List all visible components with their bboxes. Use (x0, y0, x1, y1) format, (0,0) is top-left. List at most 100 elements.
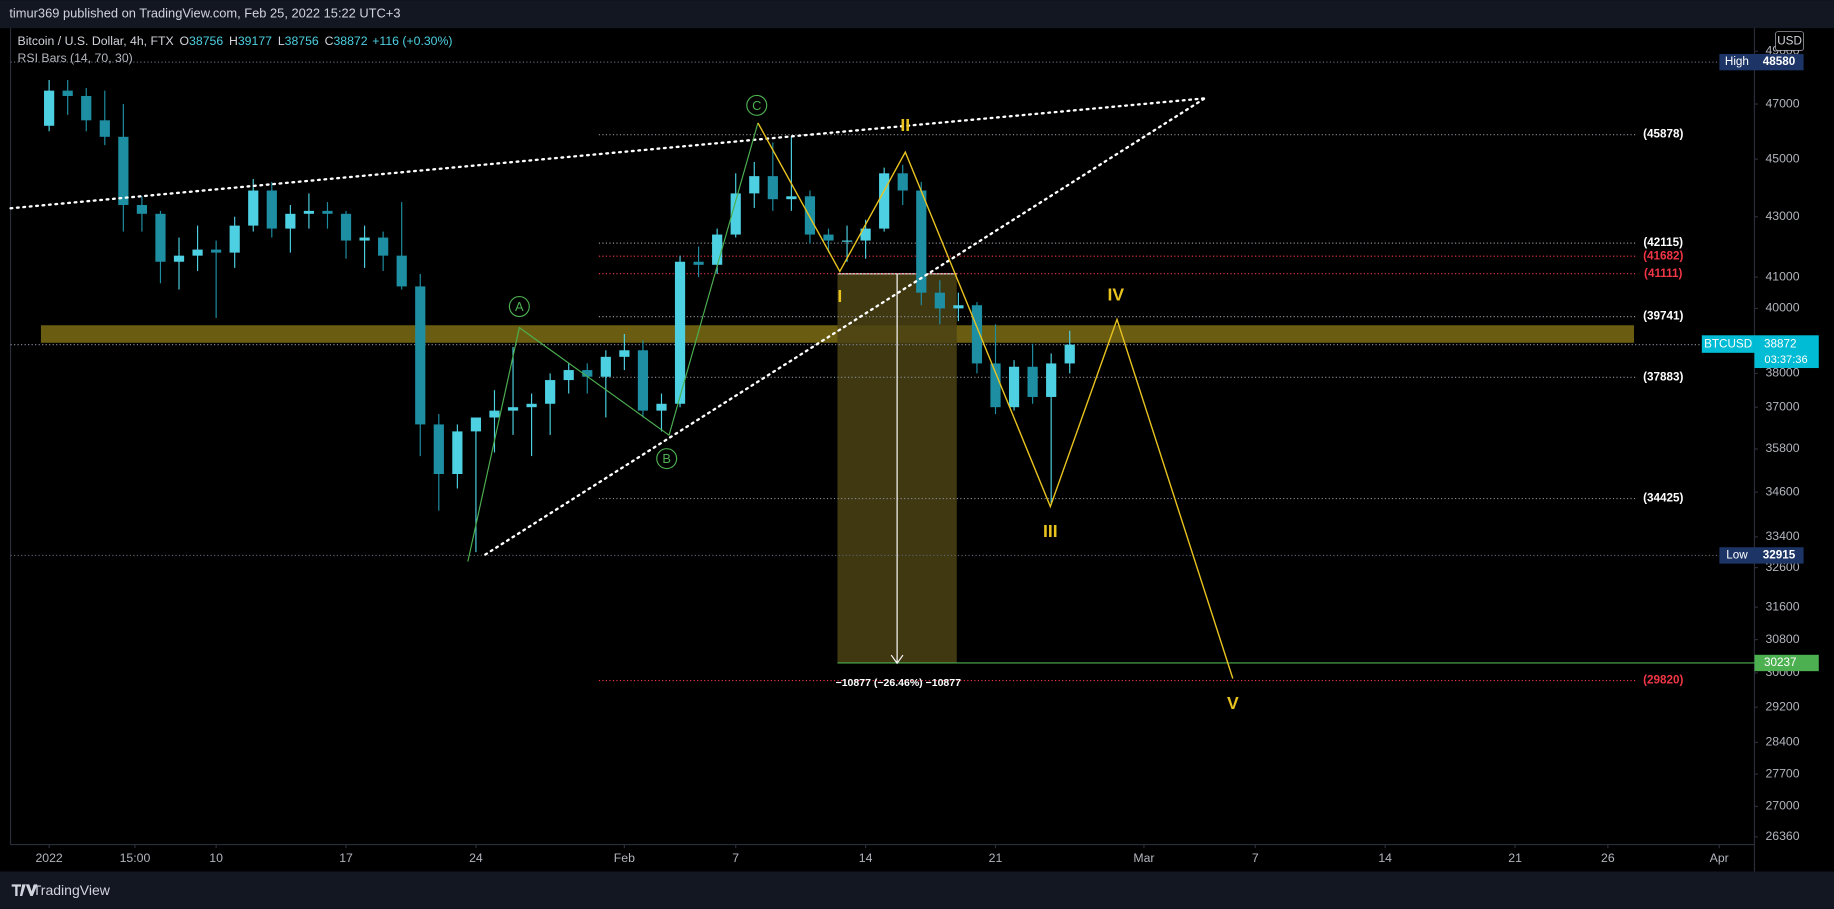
candle-body (767, 176, 778, 200)
candle-body (507, 407, 519, 411)
candle-body (674, 261, 686, 404)
candle-body (916, 190, 927, 293)
candle-body (489, 410, 500, 418)
candle-body (99, 120, 110, 137)
measure-label: −10877 (−26.46%) −10877 (836, 677, 962, 689)
candle-body (433, 424, 444, 474)
y-tick-label: 47000 (1765, 96, 1799, 110)
level-label: (41111) (1644, 267, 1682, 280)
candle-body (340, 213, 352, 241)
x-tick-label: 26 (1601, 851, 1615, 865)
candle-body (582, 370, 593, 377)
y-tick-label: 37000 (1765, 399, 1799, 413)
y-tick-label: 26360 (1765, 829, 1799, 843)
impulse-wave (757, 122, 1234, 679)
y-tick-label: 35800 (1765, 441, 1799, 455)
candle-body (563, 370, 574, 381)
wave-label: II (900, 115, 910, 135)
candle-body (526, 403, 537, 408)
level-label: (37883) (1643, 370, 1683, 383)
wave-label: IV (1108, 285, 1125, 305)
x-tick-label: 21 (989, 851, 1003, 865)
candle-body (285, 213, 296, 229)
wave-label: C (752, 98, 761, 113)
x-tick-label: 2022 (35, 851, 62, 865)
y-tick-label: 45000 (1765, 151, 1799, 165)
candle-body (81, 95, 92, 121)
level-label: (29820) (1643, 674, 1683, 687)
candle-body (452, 431, 463, 474)
candle-body (953, 305, 964, 309)
header-bar (0, 0, 1834, 29)
wave-label: I (837, 286, 842, 306)
candle-body (192, 249, 203, 256)
candle-body (266, 190, 277, 229)
y-tick-label: 34600 (1765, 484, 1799, 498)
candle-body (823, 234, 834, 241)
candle-body (1046, 363, 1057, 397)
candle-body (303, 210, 315, 214)
last-value-box (1754, 335, 1819, 369)
y-tick-label: 27700 (1765, 766, 1799, 780)
candle-body (637, 350, 649, 411)
header-text: timur369 published on TradingView.com, F… (9, 6, 400, 21)
candle-body (934, 292, 945, 309)
logo-mark (11, 884, 38, 897)
candle-body (656, 403, 667, 411)
measure-arrowhead (890, 654, 904, 665)
candle-body (62, 90, 73, 96)
candle-body (396, 255, 407, 287)
candle-body (229, 225, 240, 253)
wave-circle (656, 448, 678, 470)
candle-body (248, 190, 259, 226)
extreme-key: High (1725, 55, 1749, 68)
legend-key: C (325, 34, 334, 48)
levels: (45878) (42115)(41682) (41111) (39741) (3788… (10, 61, 1755, 687)
candle-body (211, 249, 222, 253)
legend-key: H (229, 34, 238, 48)
candle-body (173, 255, 185, 262)
candle-body (786, 196, 797, 200)
level-label: (39741) (1643, 310, 1683, 323)
x-tick-label: 14 (1378, 851, 1392, 865)
x-tick-label: 24 (469, 851, 483, 865)
extreme-value: 32915 (1763, 549, 1796, 562)
legend-key: O (180, 34, 190, 48)
y-tick-label: 33400 (1765, 529, 1799, 543)
y-tick-label: 29200 (1765, 699, 1799, 713)
x-tick-label: 10 (209, 851, 223, 865)
legend: Bitcoin / U.S. Dollar, 4h, FTX O38756 H391… (18, 34, 453, 48)
y-tick-label: 38000 (1765, 366, 1799, 380)
candle-body (359, 237, 370, 241)
wave-label: V (1227, 693, 1239, 713)
y-tick-label: 28400 (1765, 735, 1799, 749)
candle-body (118, 136, 129, 206)
candle-body (860, 228, 871, 241)
candle-body (600, 356, 611, 377)
candle-body (322, 210, 333, 214)
candle-body (545, 380, 556, 404)
x-tick-label: 14 (859, 851, 873, 865)
candle-body (879, 173, 890, 229)
footer-brand: TradingView (33, 882, 111, 898)
wave-circle (508, 296, 530, 318)
candle-body (1064, 344, 1075, 364)
candle-body (1027, 366, 1038, 397)
wave-circle (746, 94, 768, 116)
extreme-key-box (1719, 547, 1755, 564)
abc-wave (467, 122, 759, 562)
lower-trendline (484, 97, 1206, 556)
last-key: BTCUSD (1704, 338, 1752, 351)
y-tick-label: 27000 (1765, 799, 1799, 813)
candle-body (44, 90, 55, 126)
level-label: (41682) (1643, 249, 1683, 262)
upper-trendline (9, 97, 1206, 210)
candle-body (990, 363, 1001, 408)
y-tick-label: 40000 (1765, 301, 1799, 315)
x-tick-label: 21 (1508, 851, 1522, 865)
legend-change: +116 (+0.30%) (372, 34, 452, 48)
x-tick-label: 7 (1252, 851, 1259, 865)
countdown: 03:37:36 (1764, 354, 1807, 366)
